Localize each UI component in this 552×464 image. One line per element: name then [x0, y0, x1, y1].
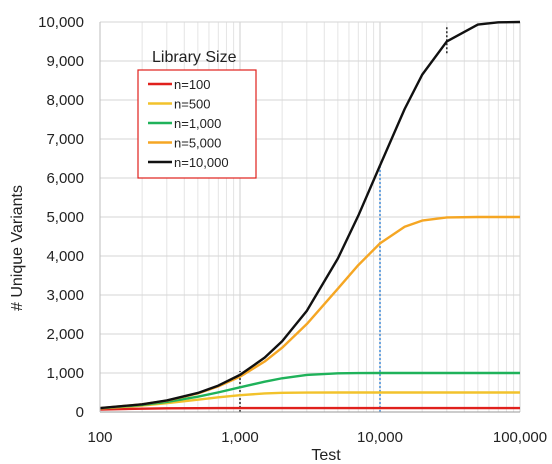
y-tick-label: 0 — [76, 404, 84, 421]
x-tick-labels: 100 1,000 10,000 100,000 — [87, 429, 547, 446]
legend-items: n=100 n=500 n=1,000 n=5,000 n=10,000 — [148, 77, 229, 170]
legend-label: n=10,000 — [174, 155, 229, 170]
legend-label: n=1,000 — [174, 116, 221, 131]
y-tick-label: 9,000 — [46, 53, 84, 70]
y-tick-label: 2,000 — [46, 326, 84, 343]
series-line-n10000 — [99, 20, 521, 410]
series-line-n1000 — [99, 371, 520, 410]
x-tick-label: 100,000 — [493, 429, 547, 446]
legend-label: n=100 — [174, 77, 211, 92]
legend: Library Size n=100n=500n=1,000n=5,000n=1… — [137, 49, 257, 179]
y-tick-label: 7,000 — [46, 131, 84, 148]
series-lines — [99, 20, 521, 411]
y-tick-label: 1,000 — [46, 365, 84, 382]
y-axis-title: # Unique Variants — [9, 185, 26, 311]
y-tick-label: 4,000 — [46, 248, 84, 265]
y-tick-label: 5,000 — [46, 209, 84, 226]
x-tick-label: 10,000 — [357, 429, 403, 446]
series-line-n500 — [99, 391, 520, 410]
x-axis-title: Test — [311, 447, 341, 464]
reference-lines — [239, 25, 448, 412]
legend-label: n=5,000 — [174, 136, 221, 151]
y-tick-labels: 0 1,000 2,000 3,000 4,000 5,000 6,000 7,000 8,00… — [38, 14, 84, 421]
series-line-n100 — [99, 406, 520, 411]
x-tick-label: 100 — [87, 429, 112, 446]
y-tick-label: 8,000 — [46, 92, 84, 109]
y-tick-label: 6,000 — [46, 170, 84, 187]
legend-label: n=500 — [174, 97, 211, 112]
y-tick-label: 3,000 — [46, 287, 84, 304]
y-tick-label: 10,000 — [38, 14, 84, 31]
legend-title: Library Size — [152, 49, 237, 66]
axes — [99, 22, 520, 413]
x-tick-label: 1,000 — [221, 429, 259, 446]
series-line-n5000 — [99, 215, 520, 410]
